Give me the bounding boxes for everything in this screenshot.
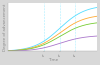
X-axis label: Time: Time [48,58,58,62]
Y-axis label: Degree of advancement: Degree of advancement [3,4,7,51]
